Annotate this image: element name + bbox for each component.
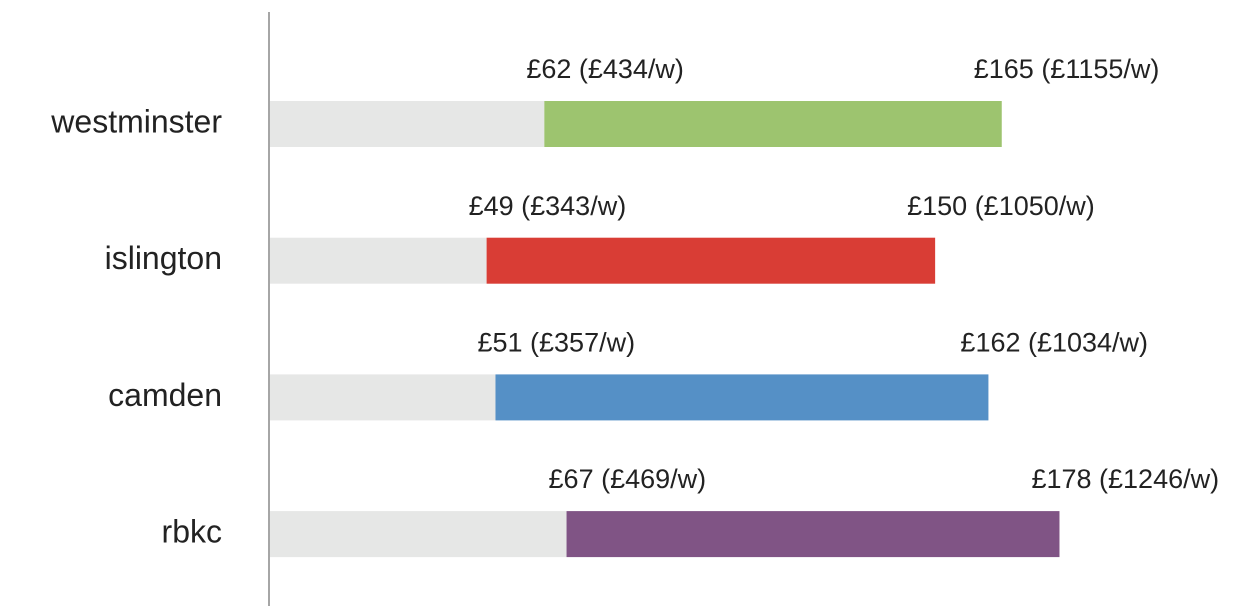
category-label: westminster [50, 103, 222, 139]
high-value-label: £150 (£1050/w) [907, 191, 1095, 221]
base-bar [270, 511, 567, 558]
high-value-label: £178 (£1246/w) [1031, 464, 1219, 494]
category-label: camden [108, 377, 222, 413]
range-bar [495, 374, 989, 421]
range-bar [566, 511, 1060, 558]
low-value-label: £62 (£434/w) [526, 54, 684, 84]
low-value-label: £67 (£469/w) [549, 464, 707, 494]
low-value-label: £51 (£357/w) [477, 328, 635, 358]
range-bar [486, 237, 936, 284]
high-value-label: £162 (£1034/w) [960, 328, 1148, 358]
category-label: islington [105, 240, 222, 276]
range-bar [544, 101, 1002, 147]
high-value-label: £165 (£1155/w) [974, 54, 1160, 84]
low-value-label: £49 (£343/w) [469, 191, 627, 221]
base-bar [270, 237, 487, 284]
base-bar [270, 101, 545, 147]
base-bar [270, 374, 496, 421]
category-label: rbkc [162, 514, 222, 550]
